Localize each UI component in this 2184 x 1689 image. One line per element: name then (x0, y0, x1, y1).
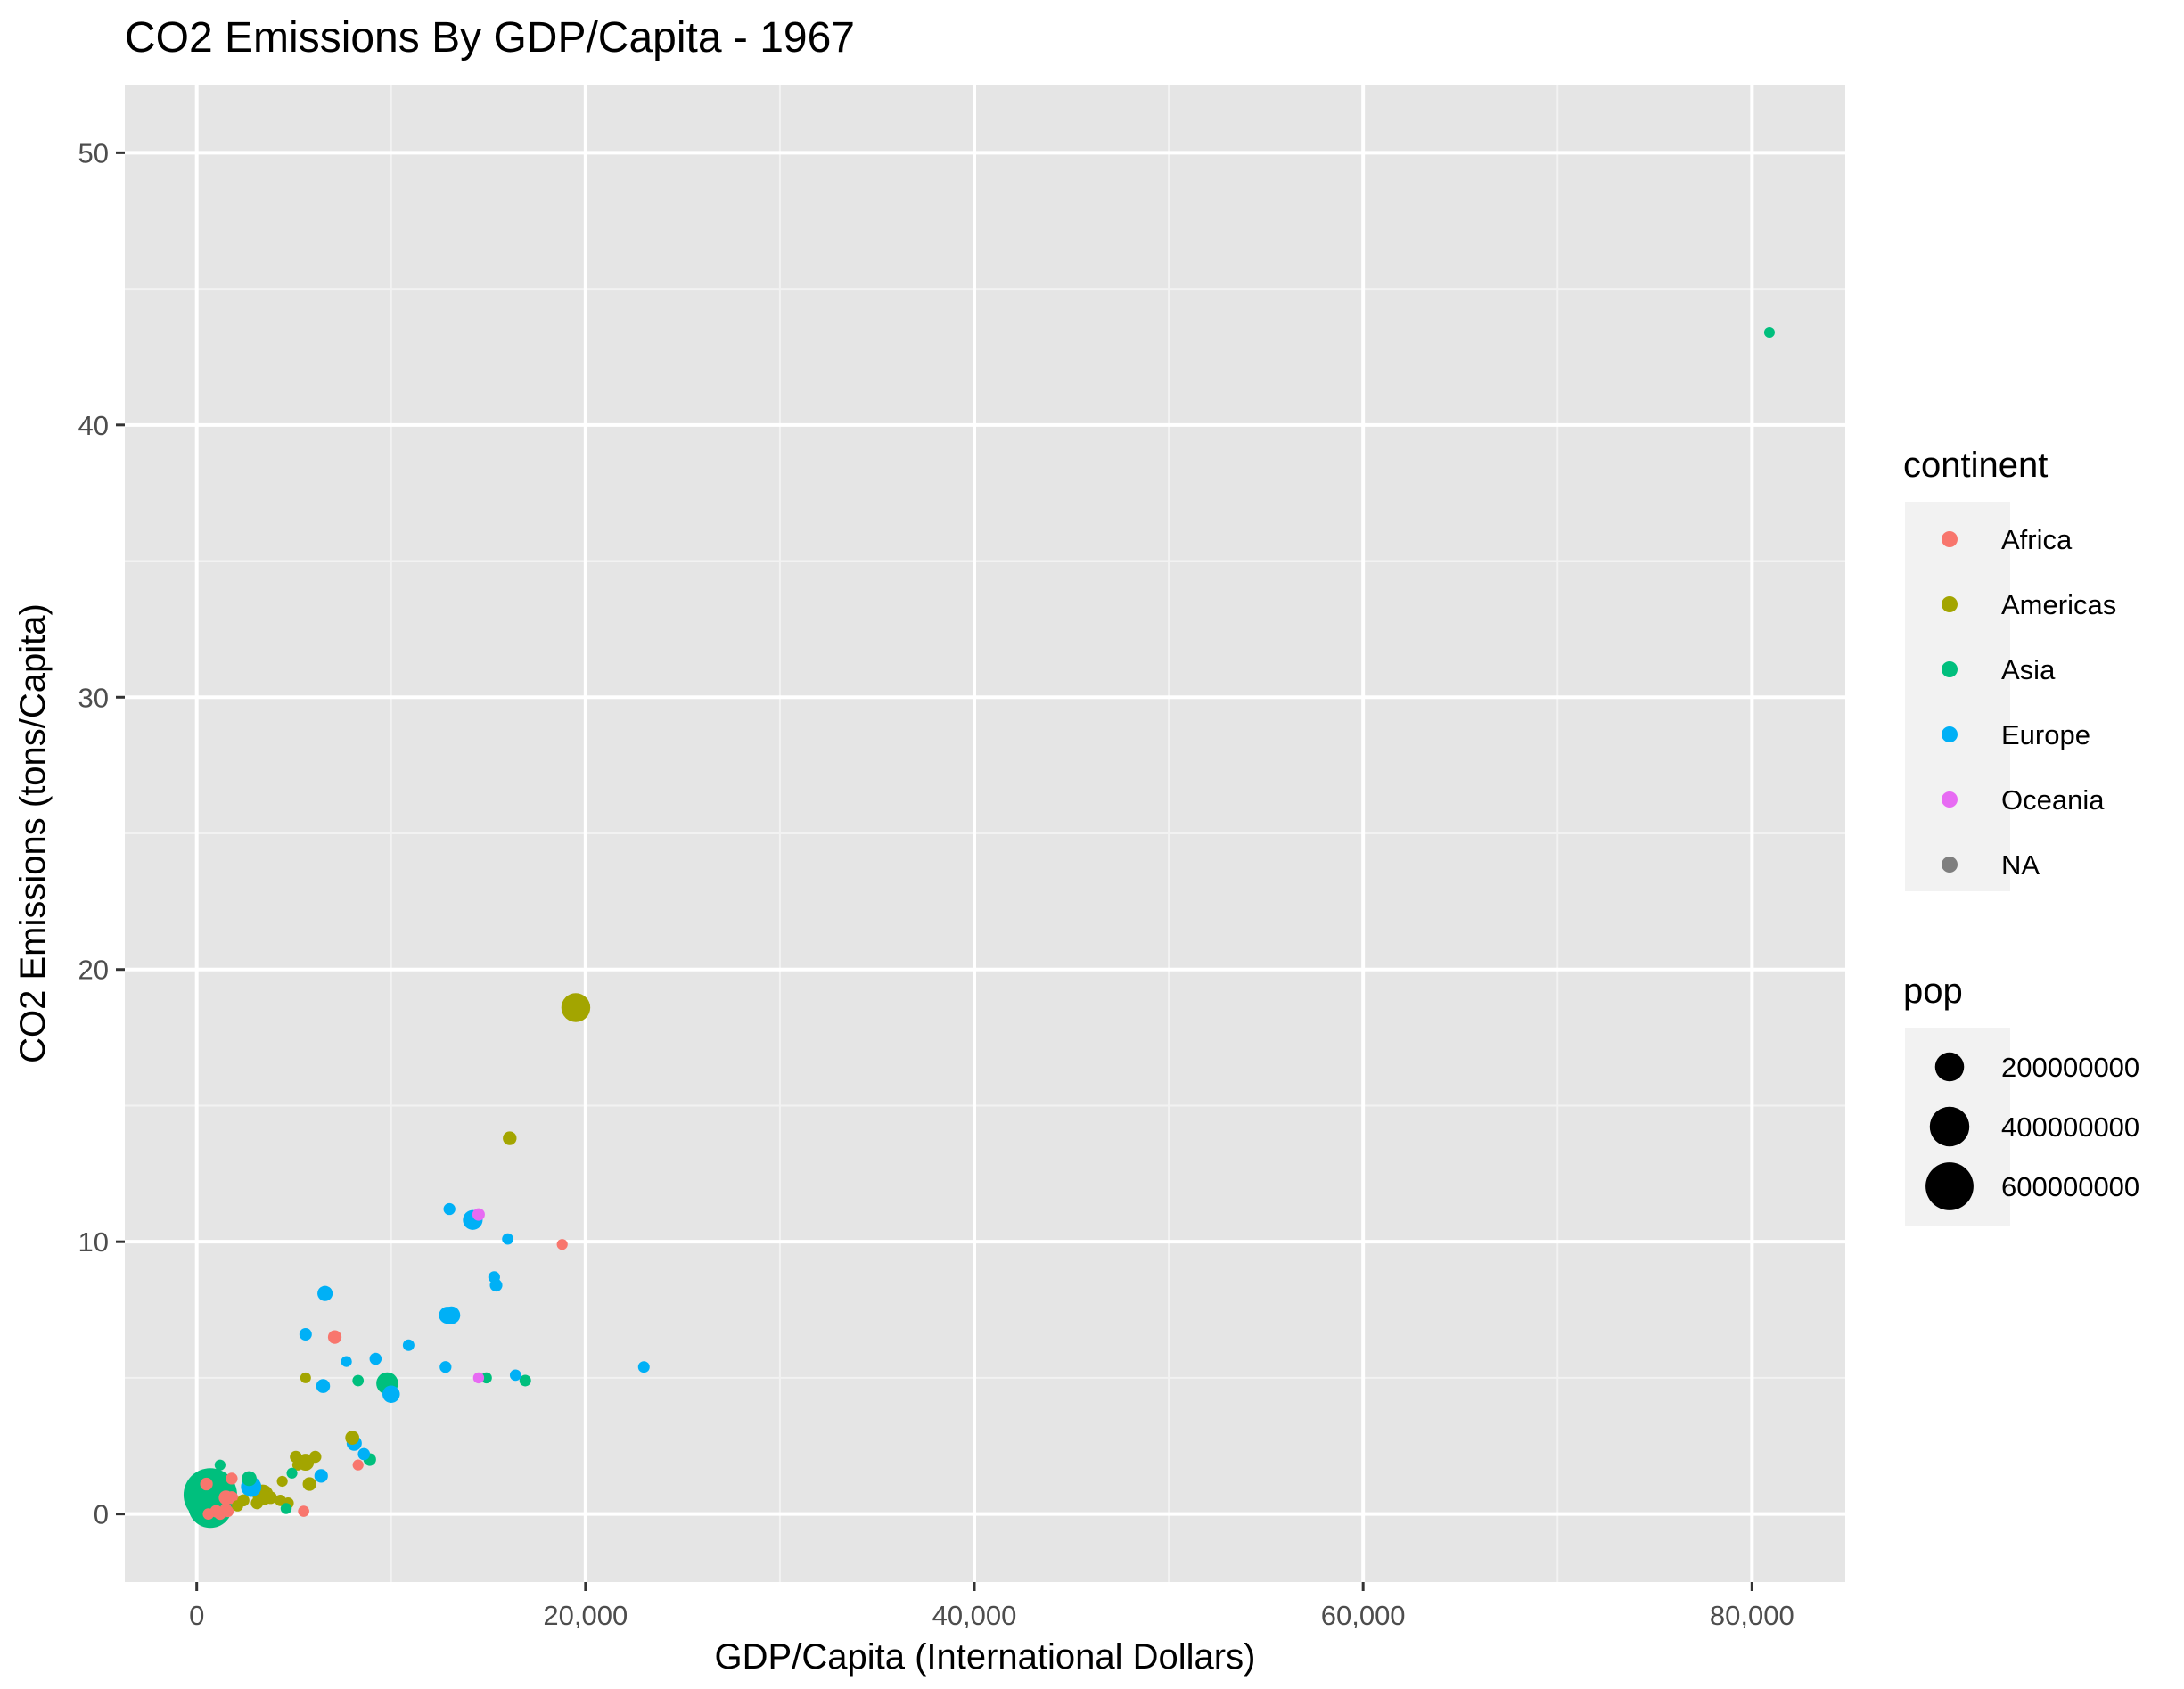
point-africa (556, 1239, 568, 1250)
point-africa (298, 1505, 309, 1517)
point-europe (341, 1356, 352, 1367)
legend-continent-key (1942, 791, 1958, 808)
point-africa (219, 1503, 232, 1514)
legend-pop-label: 200000000 (2001, 1052, 2139, 1083)
point-europe (314, 1469, 328, 1483)
point-europe (299, 1328, 312, 1341)
point-europe (402, 1339, 415, 1351)
point-americas (345, 1431, 360, 1445)
y-tick-label: 50 (78, 137, 109, 168)
point-americas (503, 1131, 517, 1145)
point-americas (561, 993, 591, 1022)
x-tick-label: 40,000 (932, 1600, 1017, 1631)
legend-continent-label: Africa (2001, 524, 2073, 555)
point-americas (308, 1450, 322, 1464)
point-europe (637, 1361, 650, 1373)
point-asia (242, 1471, 257, 1487)
point-africa (202, 1508, 215, 1520)
legend-pop-key (1925, 1162, 1974, 1210)
point-asia (280, 1503, 292, 1514)
legend-continent: continent Africa Americas Asia Europe Oceani… (1903, 446, 2116, 891)
point-americas (276, 1475, 288, 1488)
legend-pop-label: 600000000 (2001, 1171, 2139, 1202)
legend-continent-label: Americas (2001, 589, 2116, 620)
y-tick-label: 40 (78, 410, 109, 441)
point-oceania (472, 1372, 485, 1384)
x-tick-label: 0 (189, 1600, 204, 1631)
x-tick-label: 80,000 (1710, 1600, 1794, 1631)
legend-continent-key (1942, 726, 1958, 742)
point-asia (352, 1374, 365, 1387)
point-europe (439, 1361, 452, 1373)
point-europe (382, 1385, 400, 1404)
point-europe (509, 1369, 521, 1382)
point-asia (214, 1459, 226, 1471)
point-europe (443, 1202, 456, 1216)
legend-continent-key (1942, 531, 1958, 547)
legend-continent-entries: Africa Americas Asia Europe Oceania NA (1942, 524, 2116, 881)
point-americas (232, 1500, 243, 1512)
chart-title: CO2 Emissions By GDP/Capita - 1967 (125, 14, 855, 61)
minor-gridlines (125, 85, 1845, 1582)
y-axis-title: CO2 Emissions (tons/Capita) (13, 603, 53, 1063)
point-europe (488, 1271, 500, 1283)
x-axis-title: GDP/Capita (International Dollars) (715, 1637, 1256, 1677)
legend-pop-entries: 200000000 400000000 600000000 (1925, 1052, 2139, 1210)
point-africa (327, 1330, 342, 1344)
legend-pop: pop 200000000 400000000 600000000 (1903, 972, 2139, 1226)
major-gridlines (125, 85, 1845, 1582)
point-oceania (472, 1208, 485, 1221)
legend-continent-label: Asia (2001, 654, 2056, 685)
point-africa (226, 1472, 238, 1485)
point-americas (302, 1477, 316, 1491)
point-asia (519, 1374, 531, 1387)
point-europe (316, 1379, 331, 1393)
legend-pop-key (1934, 1052, 1965, 1082)
point-americas (300, 1372, 311, 1383)
legend-pop-label: 400000000 (2001, 1111, 2139, 1143)
data-points (183, 326, 1775, 1529)
legend-continent-key (1942, 857, 1958, 873)
point-africa (200, 1477, 213, 1491)
point-europe (502, 1233, 514, 1245)
point-europe (369, 1352, 382, 1365)
y-axis: 0 10 20 30 40 50 (78, 137, 125, 1530)
legend-continent-key (1942, 596, 1958, 612)
legend-continent-label: Oceania (2001, 784, 2105, 816)
legend-continent-label: NA (2001, 849, 2040, 881)
legend-pop-key (1929, 1106, 1970, 1147)
point-americas (264, 1491, 277, 1505)
point-asia (480, 1372, 492, 1384)
point-asia (1763, 326, 1775, 338)
y-tick-label: 20 (78, 955, 109, 986)
y-tick-label: 30 (78, 682, 109, 713)
legend-continent-key-background (1905, 502, 2010, 891)
point-americas (275, 1494, 286, 1506)
point-americas (291, 1459, 304, 1471)
point-americas (250, 1496, 264, 1510)
point-africa (352, 1459, 364, 1471)
x-axis: 0 20,000 40,000 60,000 80,000 (189, 1582, 1794, 1631)
legend-continent-key (1942, 661, 1958, 677)
point-europe (439, 1307, 456, 1324)
legend-continent-title: continent (1903, 446, 2048, 485)
y-tick-label: 10 (78, 1226, 109, 1258)
legend-continent-label: Europe (2001, 719, 2090, 750)
y-tick-label: 0 (94, 1499, 109, 1530)
x-tick-label: 20,000 (543, 1600, 628, 1631)
legend-pop-title: pop (1903, 972, 1963, 1011)
point-europe (357, 1447, 371, 1461)
point-europe (317, 1285, 333, 1301)
point-asia (286, 1467, 298, 1479)
x-tick-label: 60,000 (1321, 1600, 1406, 1631)
